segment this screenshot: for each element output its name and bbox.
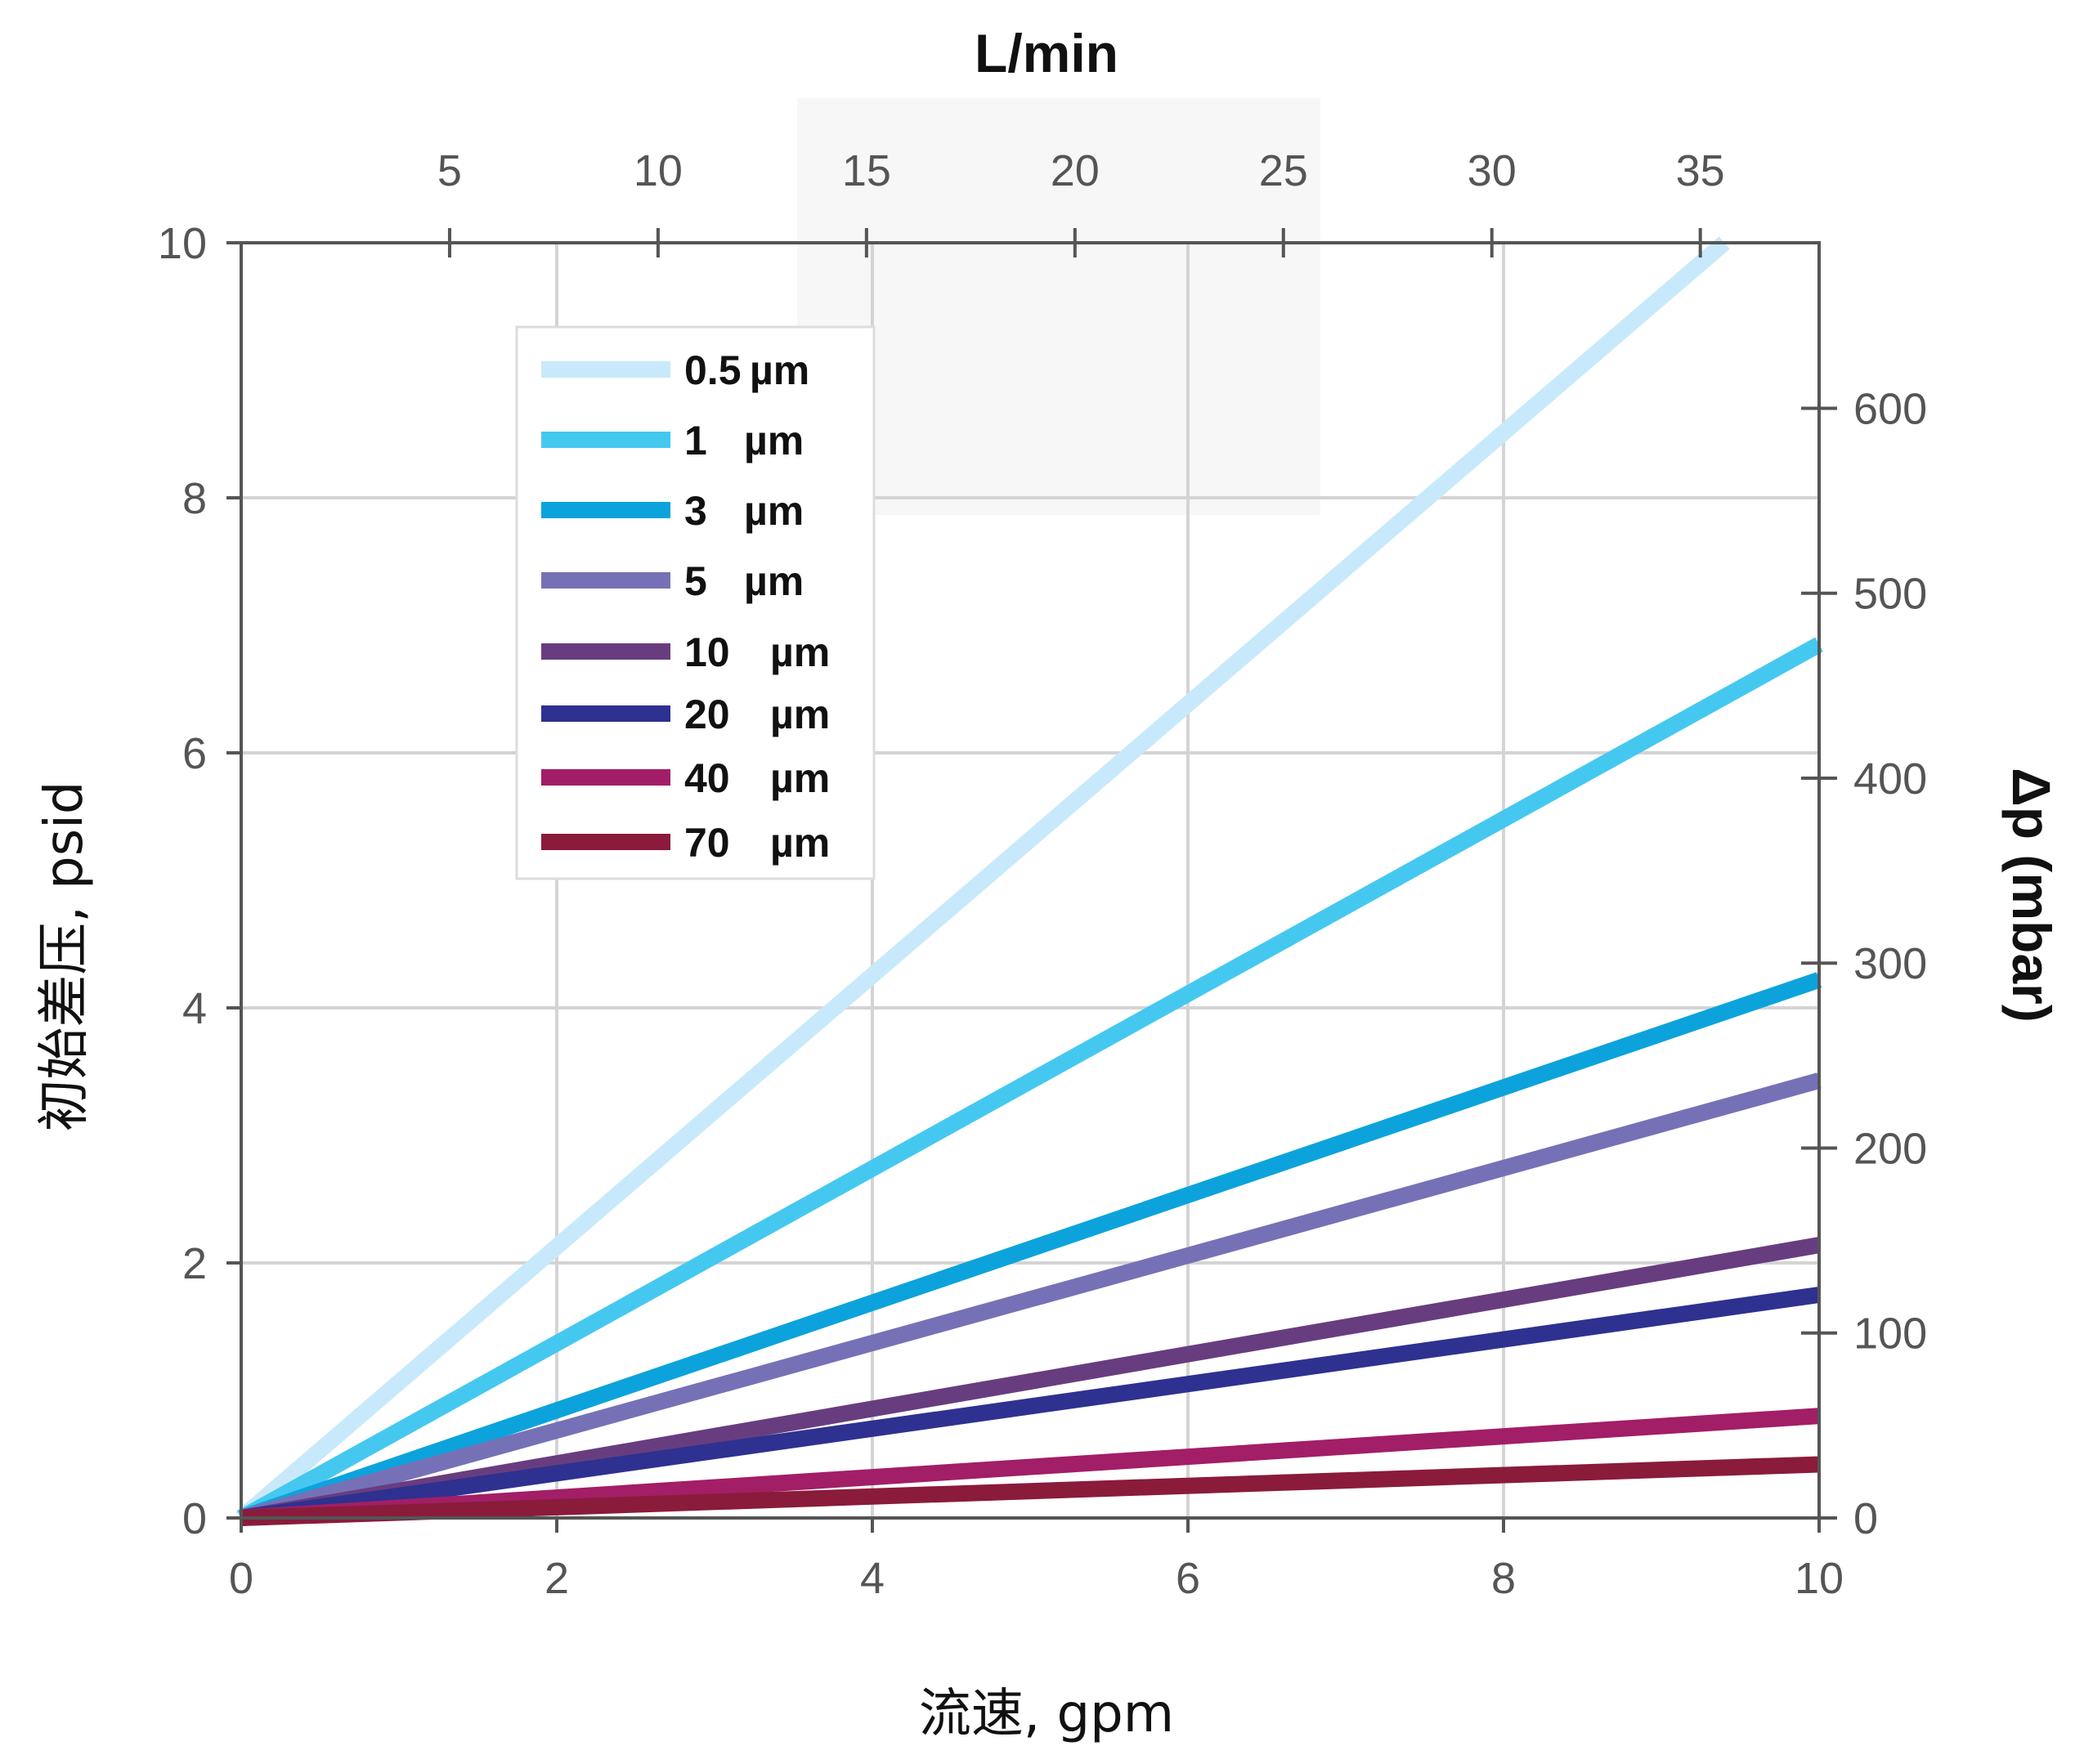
- series-line-70-um: [240, 1456, 1820, 1526]
- y2-tick-label: 600: [1853, 384, 1927, 433]
- y2-tick-label: 200: [1853, 1124, 1927, 1173]
- background-shade: [797, 98, 1320, 515]
- legend-label-unit: µm: [770, 692, 830, 737]
- series-lines: [235, 236, 1823, 1526]
- series-line-0-5-um: [235, 236, 1730, 1524]
- x-tick-label: 10: [1795, 1554, 1844, 1603]
- legend-label-unit: µm: [750, 347, 809, 393]
- y-tick-label: 8: [182, 474, 207, 523]
- x2-tick-label: 35: [1676, 146, 1725, 195]
- x2-tick-label: 10: [634, 146, 683, 195]
- y2-tick-label: 400: [1853, 754, 1927, 804]
- series-line-20-um: [240, 1287, 1821, 1526]
- legend-label-unit: µm: [744, 558, 804, 604]
- y2-tick-label: 500: [1853, 570, 1927, 619]
- legend-label-size: 10: [684, 629, 730, 675]
- legend-label-unit: µm: [744, 488, 804, 534]
- series-line-10-um: [240, 1237, 1821, 1526]
- y-tick-label: 6: [182, 729, 207, 778]
- y2-tick-label: 0: [1853, 1494, 1878, 1543]
- series-line-5-um: [239, 1072, 1822, 1526]
- legend-label-size: 3: [684, 488, 707, 534]
- x2-tick-label: 30: [1468, 146, 1517, 195]
- plot-frame: [240, 241, 1821, 1520]
- x2-tick-label: 25: [1259, 146, 1308, 195]
- legend-label-unit: µm: [744, 418, 804, 463]
- y-tick-label: 2: [182, 1239, 207, 1288]
- legend-label-unit: µm: [770, 629, 830, 675]
- x-tick-label: 6: [1176, 1554, 1200, 1603]
- x2-axis-title: L/min: [975, 23, 1118, 83]
- y-axis-title: 初始差压, psid: [34, 781, 95, 1131]
- x2-tick-label: 15: [842, 146, 891, 195]
- legend-label-unit: µm: [770, 820, 830, 866]
- x2-tick-label: 20: [1051, 146, 1100, 195]
- series-line-1-um: [237, 637, 1823, 1525]
- x-axis-title: 流速, gpm: [919, 1684, 1174, 1744]
- x2-tick-label: 5: [437, 146, 462, 195]
- legend-label-size: 0.5: [684, 347, 742, 393]
- legend-label-size: 40: [684, 755, 730, 801]
- legend-label-size: 5: [684, 558, 707, 604]
- legend-box: [515, 325, 876, 880]
- series-line-3-um: [238, 972, 1822, 1526]
- x-tick-label: 4: [860, 1554, 885, 1603]
- y2-tick-label: 300: [1853, 939, 1927, 988]
- legend-label-size: 70: [684, 820, 730, 866]
- y-tick-label: 0: [182, 1494, 207, 1543]
- plot-border: [240, 241, 1821, 1520]
- x-tick-label: 2: [545, 1554, 569, 1603]
- x-tick-label: 0: [229, 1554, 253, 1603]
- y2-axis-title: Δp (mbar): [2001, 768, 2062, 1022]
- y-tick-label: 10: [158, 219, 207, 268]
- y2-tick-label: 100: [1853, 1310, 1927, 1359]
- legend-label-size: 20: [684, 692, 730, 737]
- x-tick-label: 8: [1491, 1554, 1516, 1603]
- y-tick-label: 4: [182, 984, 207, 1033]
- legend-label-unit: µm: [770, 755, 830, 801]
- legend-label-size: 1: [684, 418, 707, 463]
